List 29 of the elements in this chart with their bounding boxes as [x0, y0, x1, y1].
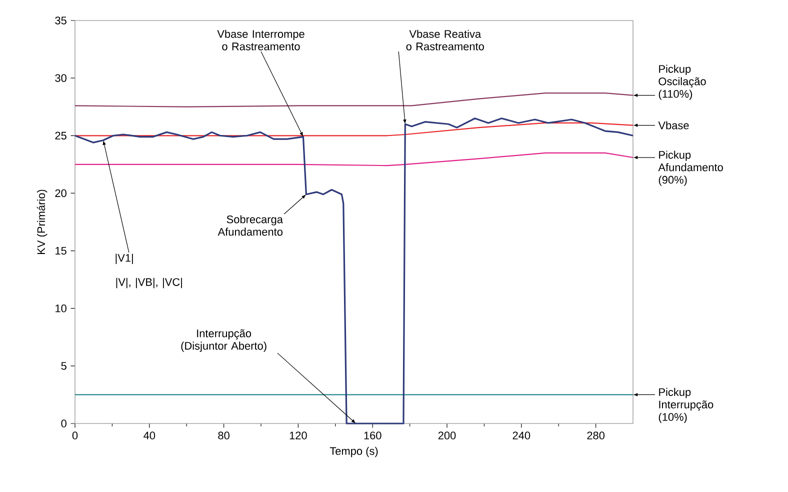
y-tick-label: 35 [55, 16, 66, 24]
text: Vbase [658, 121, 689, 130]
text: Pickup Afundamento (90%) [658, 150, 723, 186]
y-tick-label: 0 [61, 420, 66, 428]
x-tick-label: 40 [144, 432, 156, 440]
text: Pickup Interrupção (10%) [658, 388, 714, 424]
x-tick-label: 240 [512, 432, 530, 440]
x-tick-label: 0 [72, 432, 78, 440]
annotation: Sobrecarga Afundamento [218, 215, 283, 236]
x-axis-title: Tempo (s) [330, 446, 378, 458]
annotation: |V1| [116, 254, 133, 264]
y-tick-label: 20 [55, 189, 66, 198]
annotation: |V|, |VB|, |VC| [116, 278, 182, 288]
annotation: Vbase Interrompe o Rastreamento [217, 30, 304, 50]
annotation: Interrupção (Disjuntor Aberto) [181, 329, 266, 352]
y-tick-label: 30 [55, 74, 66, 82]
x-tick-label: 120 [290, 432, 307, 440]
y-tick-label: 25 [55, 132, 66, 140]
x-tick-label: 280 [587, 432, 605, 440]
x-tick-label: 200 [438, 432, 456, 440]
x-tick-label: 160 [364, 432, 382, 440]
y-axis-title: KV (Primário) [36, 190, 48, 254]
y-tick-label: 15 [56, 246, 66, 255]
text: Pickup Oscilação (110%) [658, 64, 706, 100]
x-tick-label: 80 [218, 432, 230, 440]
annotation: Vbase Reativa o Rastreamento [406, 30, 484, 50]
y-tick-label: 5 [61, 362, 66, 370]
line-series [74, 118, 634, 424]
y-tick-label: 10 [56, 304, 66, 312]
